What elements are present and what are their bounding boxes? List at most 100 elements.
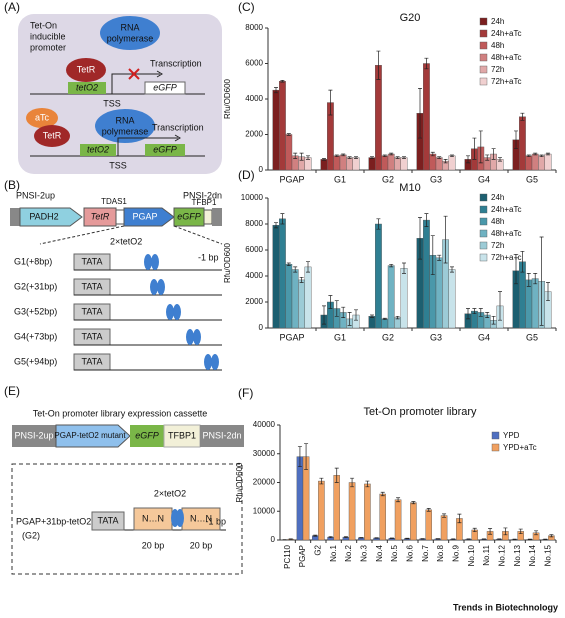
arrow <box>111 73 160 94</box>
error-bar <box>442 513 447 518</box>
row-label: G3(+52bp) <box>14 306 57 316</box>
error-bar <box>466 538 471 540</box>
error-bar <box>472 137 477 160</box>
error-bar <box>286 133 291 136</box>
y-tick-label: 40000 <box>253 420 276 429</box>
error-bar <box>354 156 358 159</box>
arrow-head <box>156 70 163 78</box>
teto-label: 2×tetO2 <box>110 236 142 246</box>
block-x <box>128 68 140 80</box>
error-bar <box>546 282 550 302</box>
transcription: Transcription <box>150 58 202 68</box>
bar <box>285 134 293 171</box>
teto <box>151 254 159 270</box>
bar <box>519 116 526 171</box>
y-tick-label: 2000 <box>245 130 263 139</box>
rnap-label: RNA <box>115 115 134 125</box>
box <box>115 209 125 225</box>
error-bar <box>354 309 358 321</box>
bar <box>272 89 280 171</box>
x-tick-label: No.13 <box>513 544 522 566</box>
error-bar <box>549 534 554 538</box>
error-bar <box>451 538 456 540</box>
legend-label: YPD <box>503 431 520 440</box>
legend-swatch <box>479 241 488 250</box>
x-tick-label: PC110 <box>283 544 292 568</box>
zoom-line <box>39 225 223 245</box>
x-tick-label: No.2 <box>344 544 353 561</box>
error-bar <box>341 306 346 318</box>
error-bar <box>306 155 310 160</box>
chart-title: Tet-On promoter library <box>363 406 477 418</box>
bar <box>538 155 546 171</box>
up-label: PNSI-2up <box>16 190 55 200</box>
error-bar <box>313 534 318 537</box>
y-tick-label: 6000 <box>245 245 263 254</box>
error-bar <box>359 537 364 539</box>
legend-label: 72h <box>491 241 504 250</box>
error-bar <box>485 154 490 161</box>
y-tick-label: 0 <box>259 165 264 174</box>
error-bar <box>527 538 532 541</box>
error-bar <box>411 501 416 505</box>
legend-label: 72h+aTc <box>491 253 521 262</box>
error-bar <box>539 154 544 158</box>
x-tick-label: G1 <box>334 332 346 342</box>
error-bar <box>491 148 496 160</box>
bar <box>448 155 456 171</box>
x-tick-label: No.4 <box>375 544 384 561</box>
teto-box <box>80 144 116 156</box>
legend-label: 48h+aTc <box>491 229 521 238</box>
error-bar <box>288 538 293 540</box>
egfp: eGFP <box>135 430 159 440</box>
bar <box>448 269 456 329</box>
x-tick-label: No.5 <box>390 544 399 561</box>
error-bar <box>350 477 355 488</box>
arrow <box>117 137 178 156</box>
error-bar <box>396 497 401 503</box>
pgap: PGAP <box>132 211 157 221</box>
error-bar <box>435 538 440 540</box>
tata: TATA <box>82 306 103 316</box>
padh2-arrow <box>19 207 83 227</box>
error-bar <box>491 315 496 325</box>
bar <box>346 157 353 171</box>
bar <box>381 155 389 171</box>
error-bar <box>382 154 387 158</box>
end-label: -1 bp <box>205 516 226 526</box>
error-bar <box>347 312 352 326</box>
legend-swatch <box>479 53 488 62</box>
error-bar <box>365 480 370 488</box>
error-bar <box>520 112 525 121</box>
x-tick-label: No.15 <box>543 544 552 566</box>
bar <box>304 266 312 329</box>
error-bar <box>293 266 298 273</box>
legend-swatch <box>479 205 488 214</box>
bar <box>333 155 341 171</box>
zoom-box <box>11 463 243 575</box>
error-bar <box>299 276 304 283</box>
error-bar <box>466 308 470 320</box>
promoter-label: inducible <box>30 31 66 41</box>
error-bar <box>450 154 454 158</box>
promoter-rows: G1(+8bp) TATA G2(+31bp) TATA G3(+52bp) TATA G4… <box>14 253 222 371</box>
tata: TATA <box>82 281 103 291</box>
error-bar <box>498 157 502 162</box>
bar <box>285 264 293 329</box>
x-tick-label: PGAP <box>298 545 307 567</box>
teto <box>144 254 152 270</box>
bar <box>425 509 432 541</box>
x-tick-label: G4 <box>478 332 490 342</box>
legend-swatch <box>479 217 488 226</box>
legend-swatch <box>479 41 488 50</box>
teto-label: tetO2 <box>87 144 109 154</box>
error-bar <box>370 314 374 318</box>
x-tick-label: PGAP <box>279 174 304 184</box>
legend-label: 24h+aTc <box>491 205 521 214</box>
tetr: TetR <box>91 211 110 221</box>
bar <box>352 157 360 171</box>
bar <box>525 279 533 329</box>
atc-label: aTc <box>35 112 50 122</box>
chart-title: M10 <box>399 182 420 194</box>
teto <box>176 509 184 527</box>
